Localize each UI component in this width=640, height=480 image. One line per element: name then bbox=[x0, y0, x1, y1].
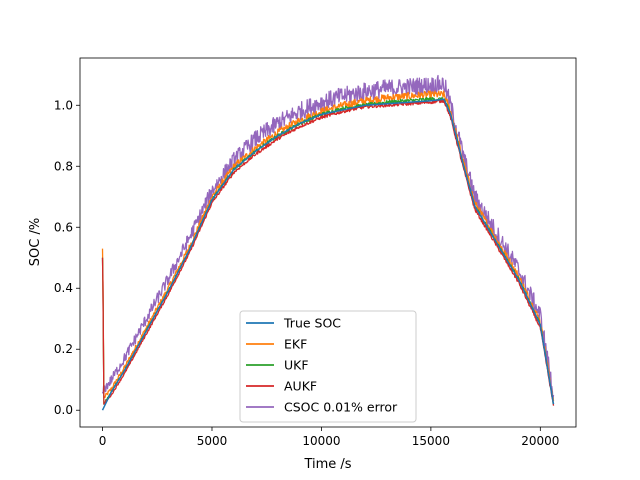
x-tick-label: 15000 bbox=[412, 434, 450, 448]
legend-label: True SOC bbox=[283, 316, 341, 331]
series-line-0 bbox=[101, 98, 555, 411]
x-axis-label: Time /s bbox=[303, 457, 351, 472]
y-axis-label: SOC /% bbox=[28, 218, 43, 266]
y-tick-label: 0.0 bbox=[54, 403, 73, 417]
series-layer bbox=[101, 74, 555, 411]
y-tick-label: 0.2 bbox=[54, 342, 73, 356]
y-tick-label: 0.4 bbox=[54, 281, 73, 295]
legend-label: EKF bbox=[284, 337, 307, 352]
y-tick-label: 0.6 bbox=[54, 220, 73, 234]
y-tick-label: 1.0 bbox=[54, 98, 73, 112]
series-line-3 bbox=[101, 98, 555, 406]
x-axis: 0 5000 10000 15000 20000 bbox=[99, 427, 559, 448]
legend: True SOC EKF UKF AUKF CSOC 0.01% error bbox=[239, 310, 417, 423]
x-tick-label: 5000 bbox=[197, 434, 228, 448]
legend-label: CSOC 0.01% error bbox=[284, 400, 398, 415]
x-tick-label: 0 bbox=[99, 434, 107, 448]
x-tick-label: 20000 bbox=[521, 434, 559, 448]
plot-frame bbox=[79, 57, 577, 428]
legend-box bbox=[239, 310, 417, 423]
y-tick-label: 0.8 bbox=[54, 159, 73, 173]
x-tick-label: 10000 bbox=[302, 434, 340, 448]
legend-label: UKF bbox=[284, 358, 309, 373]
y-axis: 0.0 0.2 0.4 0.6 0.8 1.0 bbox=[54, 98, 80, 417]
legend-label: AUKF bbox=[284, 379, 317, 394]
